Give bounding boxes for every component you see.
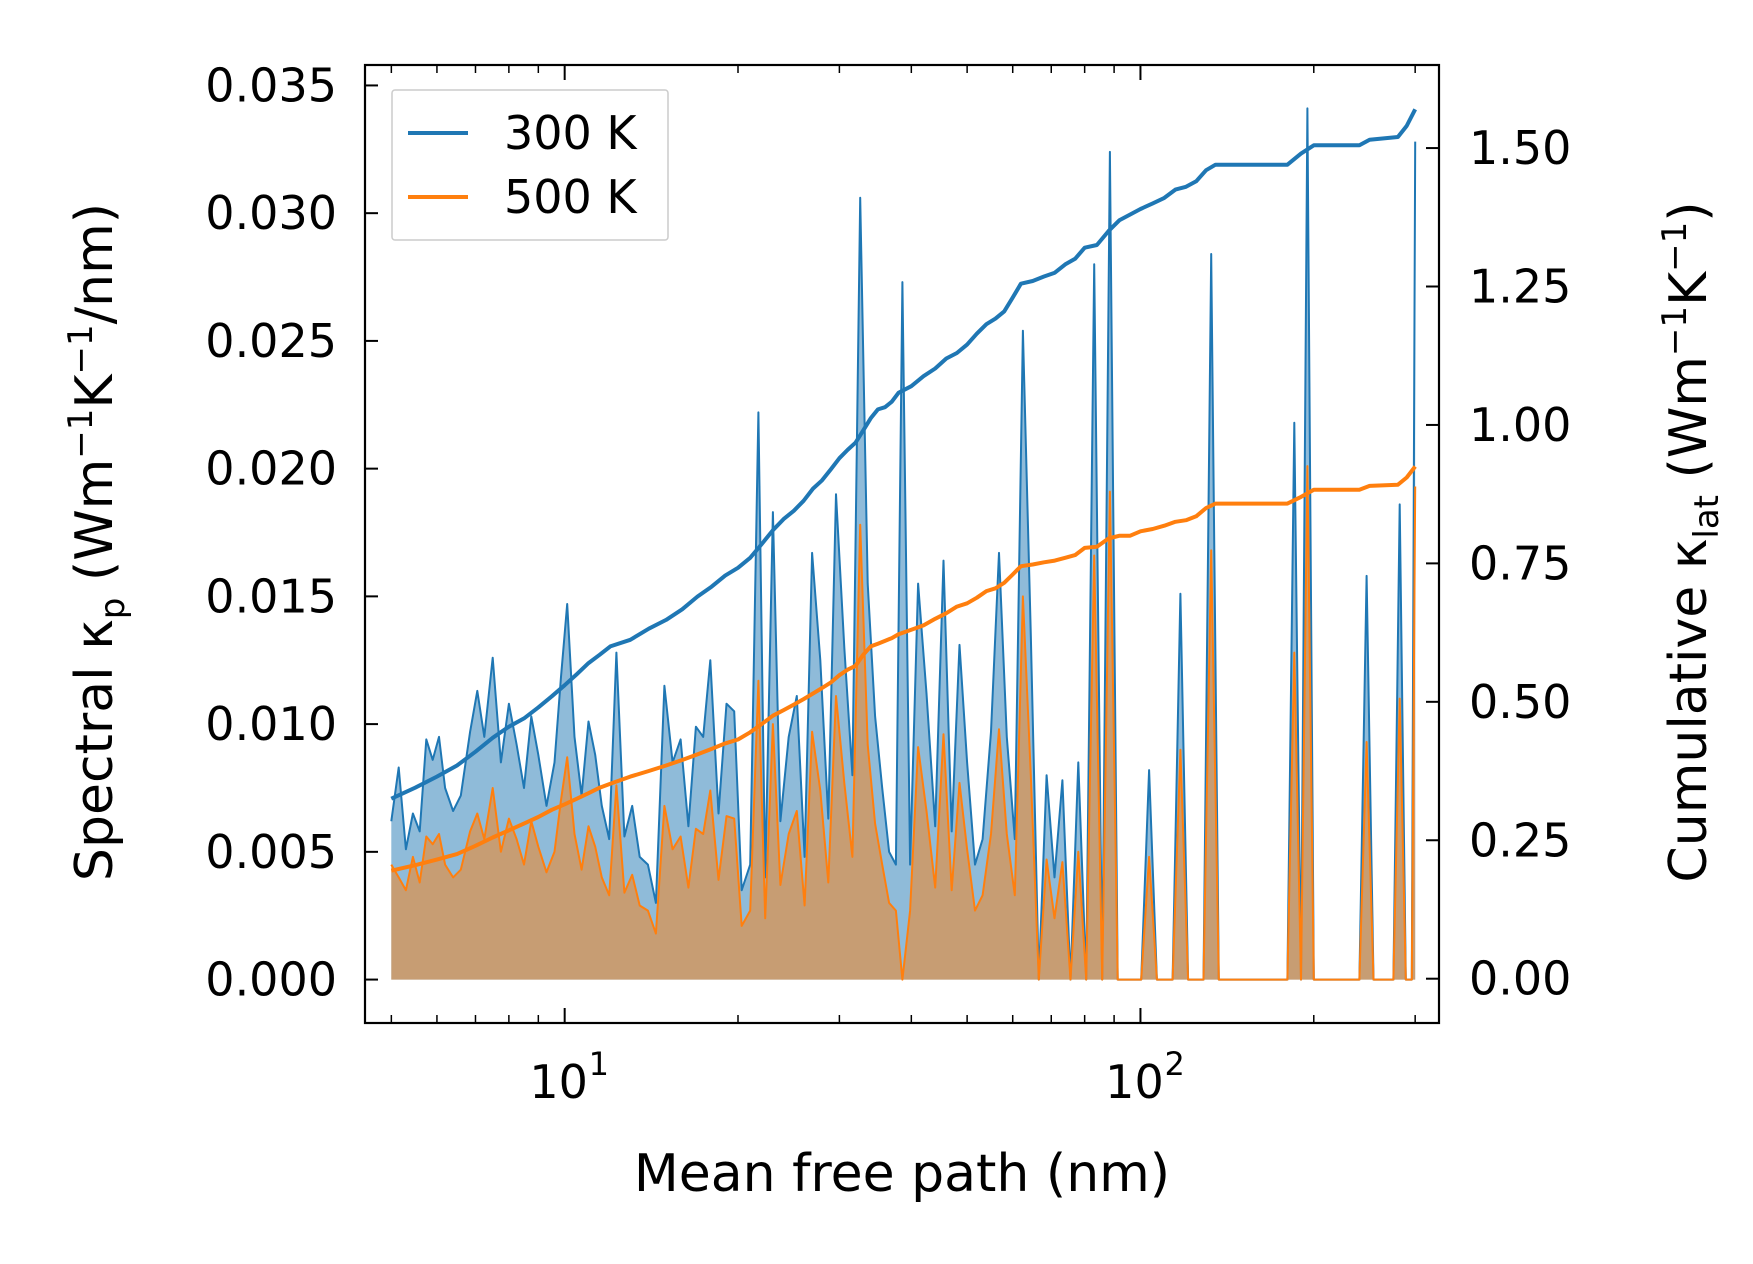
cumulative-line-layer xyxy=(390,108,1417,873)
y-left-tick-label: 0.020 xyxy=(205,442,337,496)
x-axis-title: Mean free path (nm) xyxy=(634,1144,1170,1204)
axis-ticks: 0.000 0.005 0.010 0.015 0.020 0.025 0.030 0.035… xyxy=(205,58,1571,1109)
spectral-line-500k xyxy=(390,465,1417,981)
y-left-tick-label: 0.035 xyxy=(205,58,337,112)
y-left-label-part: (Wm xyxy=(65,459,125,598)
spectral-fill-300k xyxy=(391,108,1416,980)
y-left-label-part: Spectral κ xyxy=(65,619,125,881)
y-left-tick-label: 0.010 xyxy=(205,697,337,751)
y-axis-label-left: Spectral κp (Wm−1K−1/nm) xyxy=(61,203,133,881)
x-tick-label: 10 xyxy=(1105,1055,1164,1109)
y-right-label-part: lat xyxy=(1687,495,1727,539)
y-right-tick-label: 1.25 xyxy=(1469,260,1571,314)
y-axis-label-right: Cumulative κlat (Wm−1K−1) xyxy=(1655,201,1727,882)
y-left-label-part: −1 xyxy=(61,409,101,459)
x-tick-label-exponent: 2 xyxy=(1164,1045,1184,1083)
y-right-tick-label: 0.75 xyxy=(1469,536,1571,590)
y-left-label-part: p xyxy=(93,598,133,620)
x-axis-label: Mean free path (nm) xyxy=(634,1144,1170,1204)
y-left-label-part: −1 xyxy=(61,324,101,374)
cumulative-line-500k xyxy=(390,465,1417,873)
y-left-label-part: /nm) xyxy=(65,203,125,324)
legend: 300 K 500 K xyxy=(391,89,669,241)
y-axis-title-right: Cumulative κlat (Wm−1K−1) xyxy=(1655,201,1727,882)
x-tick-label: 10 xyxy=(529,1055,588,1109)
x-tick-label-exponent: 1 xyxy=(589,1045,609,1083)
y-right-tick-label: 1.50 xyxy=(1469,121,1571,175)
y-left-label-part: K xyxy=(65,373,125,409)
y-right-tick-label: 0.25 xyxy=(1469,813,1571,867)
y-right-label-part: Cumulative κ xyxy=(1659,539,1719,883)
y-right-label-part: ) xyxy=(1659,201,1719,221)
legend-label-500k: 500 K xyxy=(504,170,638,224)
y-right-tick-label: 0.50 xyxy=(1469,675,1571,729)
y-right-tick-label: 1.00 xyxy=(1469,398,1571,452)
legend-box xyxy=(391,89,669,241)
y-left-tick-label: 0.030 xyxy=(205,186,337,240)
y-left-tick-label: 0.005 xyxy=(205,825,337,879)
y-left-tick-label: 0.015 xyxy=(205,569,337,623)
y-left-tick-label: 0.000 xyxy=(205,953,337,1007)
cumulative-line-300k xyxy=(390,108,1417,801)
y-right-tick-label: 0.00 xyxy=(1469,952,1571,1006)
y-right-label-part: K xyxy=(1659,270,1719,306)
y-axis-title-left: Spectral κp (Wm−1K−1/nm) xyxy=(61,203,133,881)
y-left-tick-label: 0.025 xyxy=(205,314,337,368)
plot-frame xyxy=(363,63,1441,1025)
y-right-label-part: −1 xyxy=(1655,306,1695,356)
y-right-label-part: (Wm xyxy=(1659,356,1719,495)
spectral-fill-layer xyxy=(390,107,1417,981)
legend-label-300k: 300 K xyxy=(504,106,638,160)
y-right-label-part: −1 xyxy=(1655,222,1695,272)
